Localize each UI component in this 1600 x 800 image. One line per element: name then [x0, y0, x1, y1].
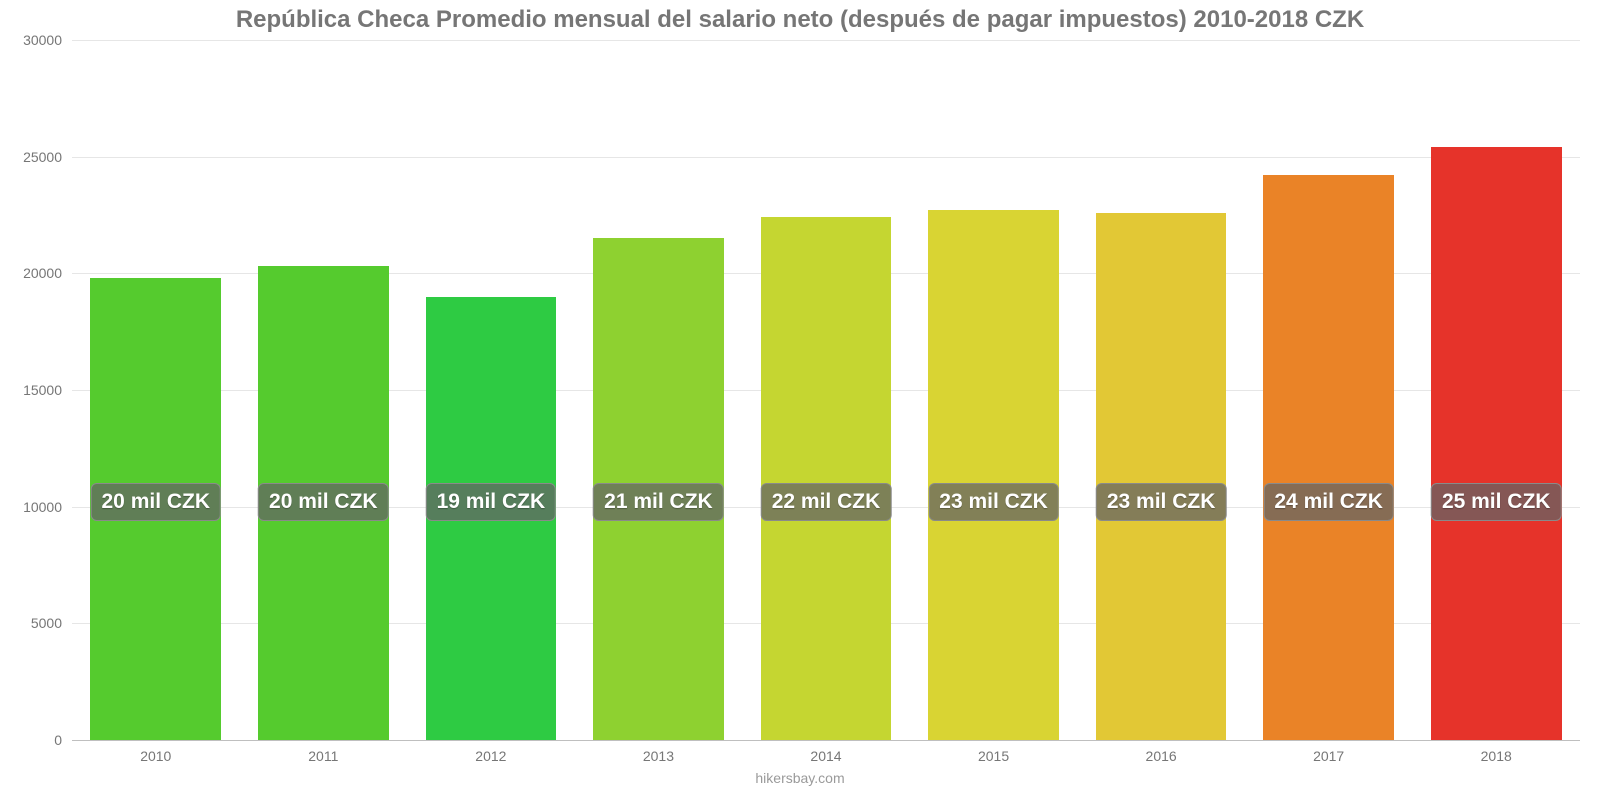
bar-slot: 20 mil CZK [72, 40, 240, 740]
x-tick-label: 2012 [475, 740, 506, 764]
plot-area: 050001000015000200002500030000 20 mil CZ… [72, 40, 1580, 740]
chart-title: República Checa Promedio mensual del sal… [0, 0, 1600, 34]
y-tick-label: 15000 [23, 382, 72, 398]
y-tick-label: 0 [54, 732, 72, 748]
y-tick-label: 10000 [23, 499, 72, 515]
x-tick-label: 2010 [140, 740, 171, 764]
bar-value-label: 25 mil CZK [1431, 483, 1562, 521]
bar-value-label: 21 mil CZK [593, 483, 724, 521]
y-tick-label: 20000 [23, 265, 72, 281]
bar [761, 217, 892, 740]
bar-slot: 23 mil CZK [910, 40, 1078, 740]
chart-container: República Checa Promedio mensual del sal… [0, 0, 1600, 800]
bar-slot: 23 mil CZK [1077, 40, 1245, 740]
bar-value-label: 20 mil CZK [91, 483, 222, 521]
x-tick-label: 2015 [978, 740, 1009, 764]
bar-slot: 25 mil CZK [1412, 40, 1580, 740]
bar-slot: 22 mil CZK [742, 40, 910, 740]
bar-slot: 21 mil CZK [575, 40, 743, 740]
bar-slot: 24 mil CZK [1245, 40, 1413, 740]
bars-layer: 20 mil CZK 20 mil CZK 19 mil CZK 21 mil CZK… [72, 40, 1580, 740]
x-tick-label: 2011 [308, 740, 338, 764]
x-tick-label: 2018 [1481, 740, 1512, 764]
x-tick-label: 2014 [810, 740, 841, 764]
bar-slot: 19 mil CZK [407, 40, 575, 740]
bar-value-label: 23 mil CZK [928, 483, 1059, 521]
bar-slot: 20 mil CZK [240, 40, 408, 740]
x-tick-label: 2013 [643, 740, 674, 764]
bar-value-label: 23 mil CZK [1096, 483, 1227, 521]
bar [1096, 213, 1227, 740]
bar-value-label: 22 mil CZK [761, 483, 892, 521]
bar [928, 210, 1059, 740]
bar-value-label: 24 mil CZK [1263, 483, 1394, 521]
y-tick-label: 25000 [23, 149, 72, 165]
bar-value-label: 20 mil CZK [258, 483, 389, 521]
bar [1263, 175, 1394, 740]
credit-text: hikersbay.com [755, 770, 844, 786]
y-tick-label: 30000 [23, 32, 72, 48]
bar [1431, 147, 1562, 740]
bar-value-label: 19 mil CZK [426, 483, 557, 521]
x-tick-label: 2016 [1146, 740, 1177, 764]
y-tick-label: 5000 [31, 615, 72, 631]
x-tick-label: 2017 [1313, 740, 1344, 764]
